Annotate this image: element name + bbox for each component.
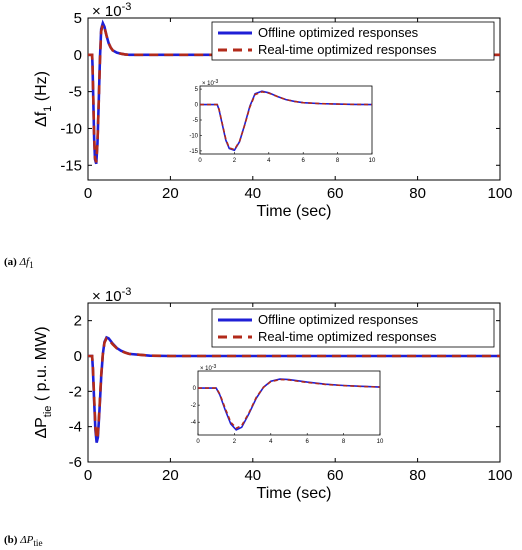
y-tick-label-b-1: -4 xyxy=(69,419,82,436)
series-line-b-realtime xyxy=(88,336,500,440)
inset-series-line-a-realtime xyxy=(200,91,372,151)
legend-label-realtime-b: Real-time optimized responses xyxy=(258,329,437,344)
inset-y-tick-label-b-1: -2 xyxy=(191,403,197,409)
caption-a: (a) Δf1 xyxy=(4,256,34,270)
legend-label-offline-a: Offline optimized responses xyxy=(258,25,419,40)
inset-x-tick-label-a-0: 0 xyxy=(198,158,202,164)
x-tick-label-a-2: 40 xyxy=(244,185,261,202)
inset-x-tick-label-b-4: 8 xyxy=(342,439,346,445)
x-tick-label-a-5: 100 xyxy=(487,185,512,202)
inset-exponent-power-a: -3 xyxy=(214,79,219,85)
x-tick-label-b-3: 60 xyxy=(327,467,344,484)
x-tick-label-b-5: 100 xyxy=(487,467,512,484)
y-axis-label-a: Δf1 (Hz) xyxy=(33,71,54,127)
inset-y-tick-label-b-2: 0 xyxy=(193,386,197,392)
inset-y-tick-label-a-1: -10 xyxy=(189,133,198,139)
inset-b: 0 2 4 6 8 10 -4 -2 0 × 10-3 xyxy=(191,364,384,445)
inset-x-tick-label-b-1: 2 xyxy=(233,439,237,445)
x-tick-label-a-4: 80 xyxy=(409,185,426,202)
x-axis-label-a: Time (sec) xyxy=(257,203,332,220)
y-tick-label-b-3: 0 xyxy=(74,348,82,365)
inset-exponent-label-a: × 10-3 xyxy=(202,79,219,87)
inset-x-tick-label-b-3: 6 xyxy=(306,439,310,445)
y-tick-label-b-4: 2 xyxy=(74,313,82,330)
inset-x-tick-label-a-2: 4 xyxy=(267,158,271,164)
caption-b-symbol: ΔP xyxy=(20,534,34,546)
inset-x-tick-label-a-5: 10 xyxy=(369,158,376,164)
inset-exponent-power-b: -3 xyxy=(212,364,217,370)
y-label-main-b: ΔP xyxy=(33,417,50,438)
caption-a-symbol: Δf xyxy=(19,256,30,268)
inset-x-tick-label-b-0: 0 xyxy=(196,439,200,445)
inset-y-tick-label-a-2: -5 xyxy=(193,118,199,124)
y-tick-label-a-1: -10 xyxy=(60,120,82,137)
x-tick-label-b-2: 40 xyxy=(244,467,261,484)
inset-x-tick-label-a-4: 8 xyxy=(336,158,340,164)
inset-frame-a xyxy=(199,85,373,155)
inset-y-tick-label-b-0: -4 xyxy=(191,420,197,426)
caption-b: (b) ΔPtie xyxy=(4,534,43,548)
exponent-power-a: -3 xyxy=(122,1,132,13)
x-tick-label-b-4: 80 xyxy=(409,467,426,484)
x-axis-label-b: Time (sec) xyxy=(257,485,332,502)
y-label-unit-b: ( p.u. MW) xyxy=(33,326,50,405)
exponent-label-b: × 10-3 xyxy=(92,286,131,305)
inset-x-tick-label-b-2: 4 xyxy=(269,439,273,445)
x-tick-label-a-1: 20 xyxy=(162,185,179,202)
x-tick-label-a-3: 60 xyxy=(327,185,344,202)
inset-a: 0 2 4 6 8 10 -15 -10 -5 0 5× 10-3 xyxy=(189,79,376,164)
inset-x-tick-label-b-5: 10 xyxy=(377,439,384,445)
inset-series-line-b-realtime xyxy=(198,378,380,430)
legend-label-offline-b: Offline optimized responses xyxy=(258,312,419,327)
y-tick-label-b-0: -6 xyxy=(69,454,82,471)
x-tick-label-b-1: 20 xyxy=(162,467,179,484)
inset-frame-b xyxy=(197,370,381,436)
y-tick-label-a-4: 5 xyxy=(74,10,82,27)
plot-frame-a xyxy=(87,17,501,181)
y-tick-label-a-2: -5 xyxy=(69,84,82,101)
exponent-label-a: × 10-3 xyxy=(92,1,131,20)
caption-a-letter: (a) xyxy=(4,256,17,268)
y-label-sub-a: 1 xyxy=(42,106,54,112)
inset-y-tick-label-a-3: 0 xyxy=(195,103,199,109)
legend-b: Offline optimized responses Real-time opt… xyxy=(211,308,495,348)
x-tick-label-b-0: 0 xyxy=(84,467,92,484)
exponent-power-b: -3 xyxy=(122,286,132,298)
inset-x-tick-label-a-3: 6 xyxy=(302,158,306,164)
y-axis-label-b: ΔPtie ( p.u. MW) xyxy=(33,326,54,438)
inset-x-tick-label-a-1: 2 xyxy=(233,158,237,164)
inset-y-tick-label-a-0: -15 xyxy=(189,149,198,155)
legend-box-b xyxy=(211,308,495,348)
legend-a: Offline optimized responses Real-time opt… xyxy=(211,21,495,61)
y-tick-label-b-2: -2 xyxy=(69,383,82,400)
inset-exponent-label-b: × 10-3 xyxy=(200,364,217,372)
caption-b-sub: tie xyxy=(33,538,43,549)
series-line-a-realtime xyxy=(88,21,500,163)
y-label-sub-b: tie xyxy=(42,406,54,418)
y-label-unit-a: (Hz) xyxy=(33,71,50,106)
caption-b-letter: (b) xyxy=(4,534,18,546)
inset-y-tick-label-a-4: 5 xyxy=(195,87,199,93)
y-tick-label-a-3: 0 xyxy=(74,47,82,64)
y-label-main-a: Δf xyxy=(33,111,50,127)
plot-frame-b xyxy=(87,302,501,463)
caption-a-sub: 1 xyxy=(29,260,34,271)
x-tick-label-a-0: 0 xyxy=(84,185,92,202)
legend-box-a xyxy=(211,21,495,61)
legend-label-realtime-a: Real-time optimized responses xyxy=(258,42,437,57)
y-tick-label-a-0: -15 xyxy=(60,157,82,174)
